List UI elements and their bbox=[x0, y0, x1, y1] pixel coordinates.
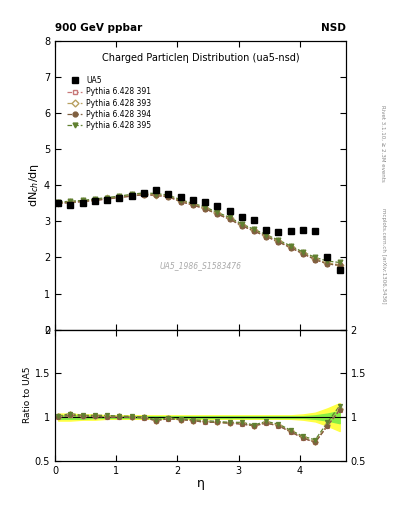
Text: 900 GeV ppbar: 900 GeV ppbar bbox=[55, 23, 142, 33]
Text: UA5_1986_S1583476: UA5_1986_S1583476 bbox=[160, 262, 241, 271]
X-axis label: η: η bbox=[196, 477, 204, 490]
Text: Rivet 3.1.10, ≥ 2.3M events: Rivet 3.1.10, ≥ 2.3M events bbox=[381, 105, 386, 182]
Y-axis label: Ratio to UA5: Ratio to UA5 bbox=[23, 367, 32, 423]
Text: NSD: NSD bbox=[321, 23, 346, 33]
Text: mcplots.cern.ch [arXiv:1306.3436]: mcplots.cern.ch [arXiv:1306.3436] bbox=[381, 208, 386, 304]
Text: Charged Particleη Distribution (ua5-nsd): Charged Particleη Distribution (ua5-nsd) bbox=[102, 53, 299, 62]
Legend: UA5, Pythia 6.428 391, Pythia 6.428 393, Pythia 6.428 394, Pythia 6.428 395: UA5, Pythia 6.428 391, Pythia 6.428 393,… bbox=[65, 74, 153, 133]
Y-axis label: dN$_{ch}$/dη: dN$_{ch}$/dη bbox=[27, 163, 41, 207]
